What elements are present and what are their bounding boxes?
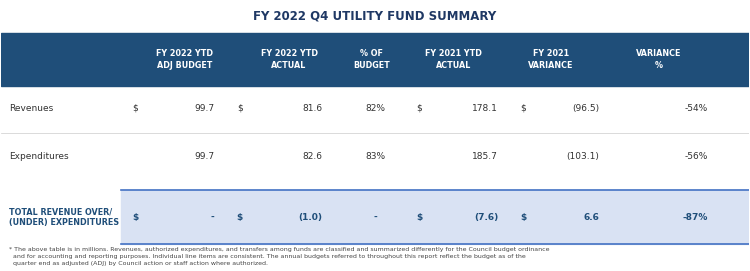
Bar xyxy=(121,190,748,244)
Text: 82.6: 82.6 xyxy=(303,152,322,161)
Text: FY 2022 YTD
ADJ BUDGET: FY 2022 YTD ADJ BUDGET xyxy=(156,49,213,70)
Text: 185.7: 185.7 xyxy=(472,152,498,161)
Text: $: $ xyxy=(237,212,243,222)
Text: -87%: -87% xyxy=(682,212,707,222)
Text: 99.7: 99.7 xyxy=(194,152,214,161)
Text: 81.6: 81.6 xyxy=(302,104,322,113)
Text: VARIANCE
%: VARIANCE % xyxy=(636,49,682,70)
Bar xyxy=(2,33,748,86)
Text: (1.0): (1.0) xyxy=(298,212,322,222)
Text: 82%: 82% xyxy=(365,104,385,113)
Text: $: $ xyxy=(237,104,242,113)
Text: FY 2021 YTD
ACTUAL: FY 2021 YTD ACTUAL xyxy=(425,49,482,70)
Text: $: $ xyxy=(132,212,139,222)
Text: -: - xyxy=(374,212,376,222)
Text: $: $ xyxy=(416,104,422,113)
Text: $: $ xyxy=(132,104,138,113)
Text: 178.1: 178.1 xyxy=(472,104,498,113)
Text: (103.1): (103.1) xyxy=(566,152,599,161)
Text: 83%: 83% xyxy=(365,152,385,161)
Text: TOTAL REVENUE OVER/
(UNDER) EXPENDITURES: TOTAL REVENUE OVER/ (UNDER) EXPENDITURES xyxy=(9,207,119,227)
Text: 6.6: 6.6 xyxy=(584,212,599,222)
Text: Revenues: Revenues xyxy=(9,104,53,113)
Text: -54%: -54% xyxy=(684,104,707,113)
Text: FY 2022 YTD
ACTUAL: FY 2022 YTD ACTUAL xyxy=(260,49,317,70)
Text: 99.7: 99.7 xyxy=(194,104,214,113)
Text: $: $ xyxy=(416,212,422,222)
Text: Expenditures: Expenditures xyxy=(9,152,68,161)
Text: FY 2022 Q4 UTILITY FUND SUMMARY: FY 2022 Q4 UTILITY FUND SUMMARY xyxy=(254,9,496,22)
Text: FY 2021
VARIANCE: FY 2021 VARIANCE xyxy=(528,49,573,70)
Text: % OF
BUDGET: % OF BUDGET xyxy=(353,49,390,70)
Text: (7.6): (7.6) xyxy=(474,212,498,222)
Text: -56%: -56% xyxy=(684,152,707,161)
Text: $: $ xyxy=(520,104,526,113)
Text: $: $ xyxy=(520,212,527,222)
Text: -: - xyxy=(211,212,214,222)
Text: * The above table is in millions. Revenues, authorized expenditures, and transfe: * The above table is in millions. Revenu… xyxy=(9,247,549,266)
Text: (96.5): (96.5) xyxy=(572,104,599,113)
